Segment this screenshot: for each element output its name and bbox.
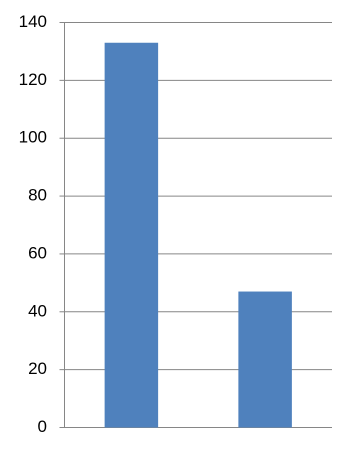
y-tick-label: 80 [28, 186, 47, 205]
bar [238, 291, 292, 428]
y-tick-label: 0 [38, 417, 47, 436]
y-tick-label: 120 [19, 70, 47, 89]
y-tick-label: 40 [28, 301, 47, 320]
y-tick-label: 20 [28, 359, 47, 378]
y-tick-label: 60 [28, 243, 47, 262]
y-tick-label: 100 [19, 128, 47, 147]
bar [104, 42, 159, 428]
y-tick-label: 140 [19, 12, 47, 31]
